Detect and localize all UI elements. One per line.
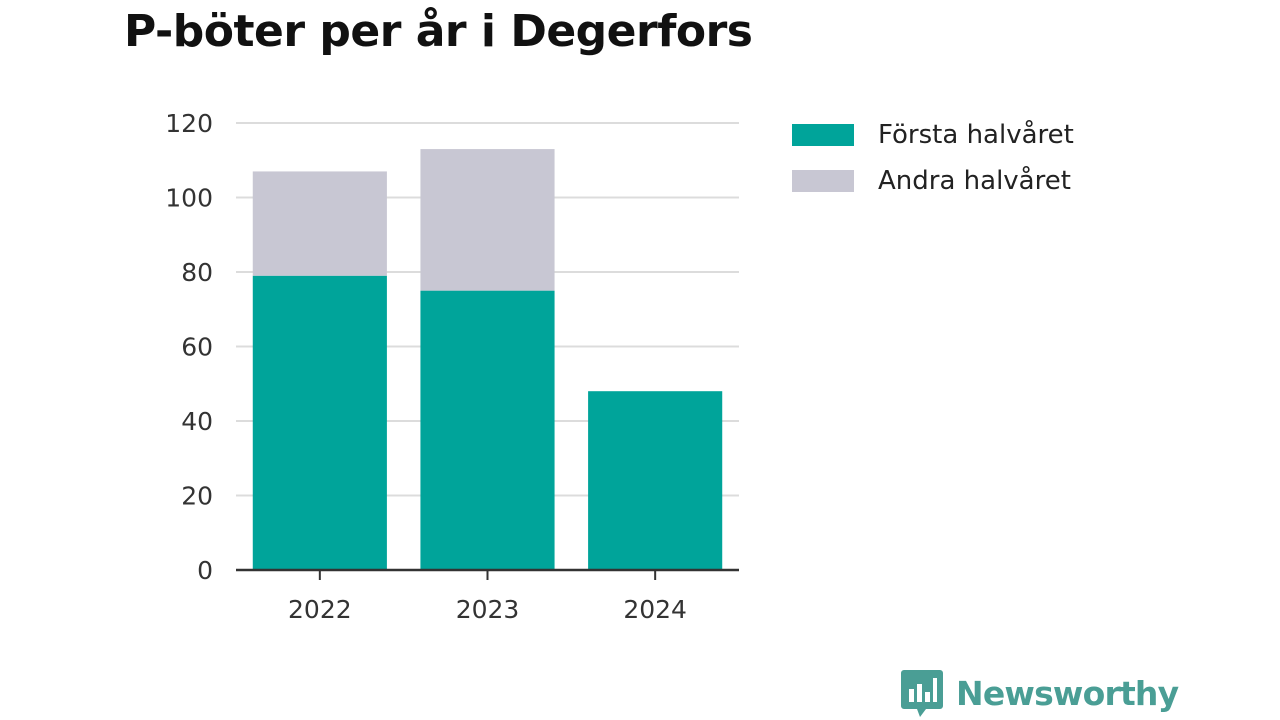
bar-segment: [252, 275, 387, 570]
y-tick-label: 100: [165, 184, 213, 213]
x-tick-label: 2022: [288, 595, 352, 624]
x-tick-label: 2023: [456, 595, 520, 624]
legend-swatch: [792, 170, 854, 192]
y-tick-label: 0: [197, 556, 213, 585]
y-tick-label: 40: [181, 407, 213, 436]
bar-segment: [420, 290, 555, 570]
legend-item: Andra halvåret: [792, 158, 1074, 204]
y-tick-label: 80: [181, 258, 213, 287]
bar-chart-speech-bubble-icon: [901, 670, 943, 717]
bars: [252, 149, 723, 570]
legend: Första halvåret Andra halvåret: [792, 112, 1074, 204]
bar-segment: [252, 171, 387, 276]
y-axis: 0 20 40 60 80 100 120: [165, 109, 213, 585]
bar-segment: [420, 149, 555, 291]
brand-logo: Newsworthy: [900, 668, 1179, 718]
legend-label: Andra halvåret: [878, 166, 1071, 196]
brand-name: Newsworthy: [956, 673, 1179, 713]
legend-item: Första halvåret: [792, 112, 1074, 158]
y-tick-label: 20: [181, 482, 213, 511]
y-tick-label: 60: [181, 333, 213, 362]
x-axis: 2022 2023 2024: [236, 568, 739, 624]
legend-swatch: [792, 124, 854, 146]
y-tick-label: 120: [165, 109, 213, 138]
chart-title: P-böter per år i Degerfors: [124, 6, 753, 57]
legend-label: Första halvåret: [878, 120, 1074, 150]
bar-segment: [588, 391, 723, 570]
x-tick-label: 2024: [623, 595, 687, 624]
